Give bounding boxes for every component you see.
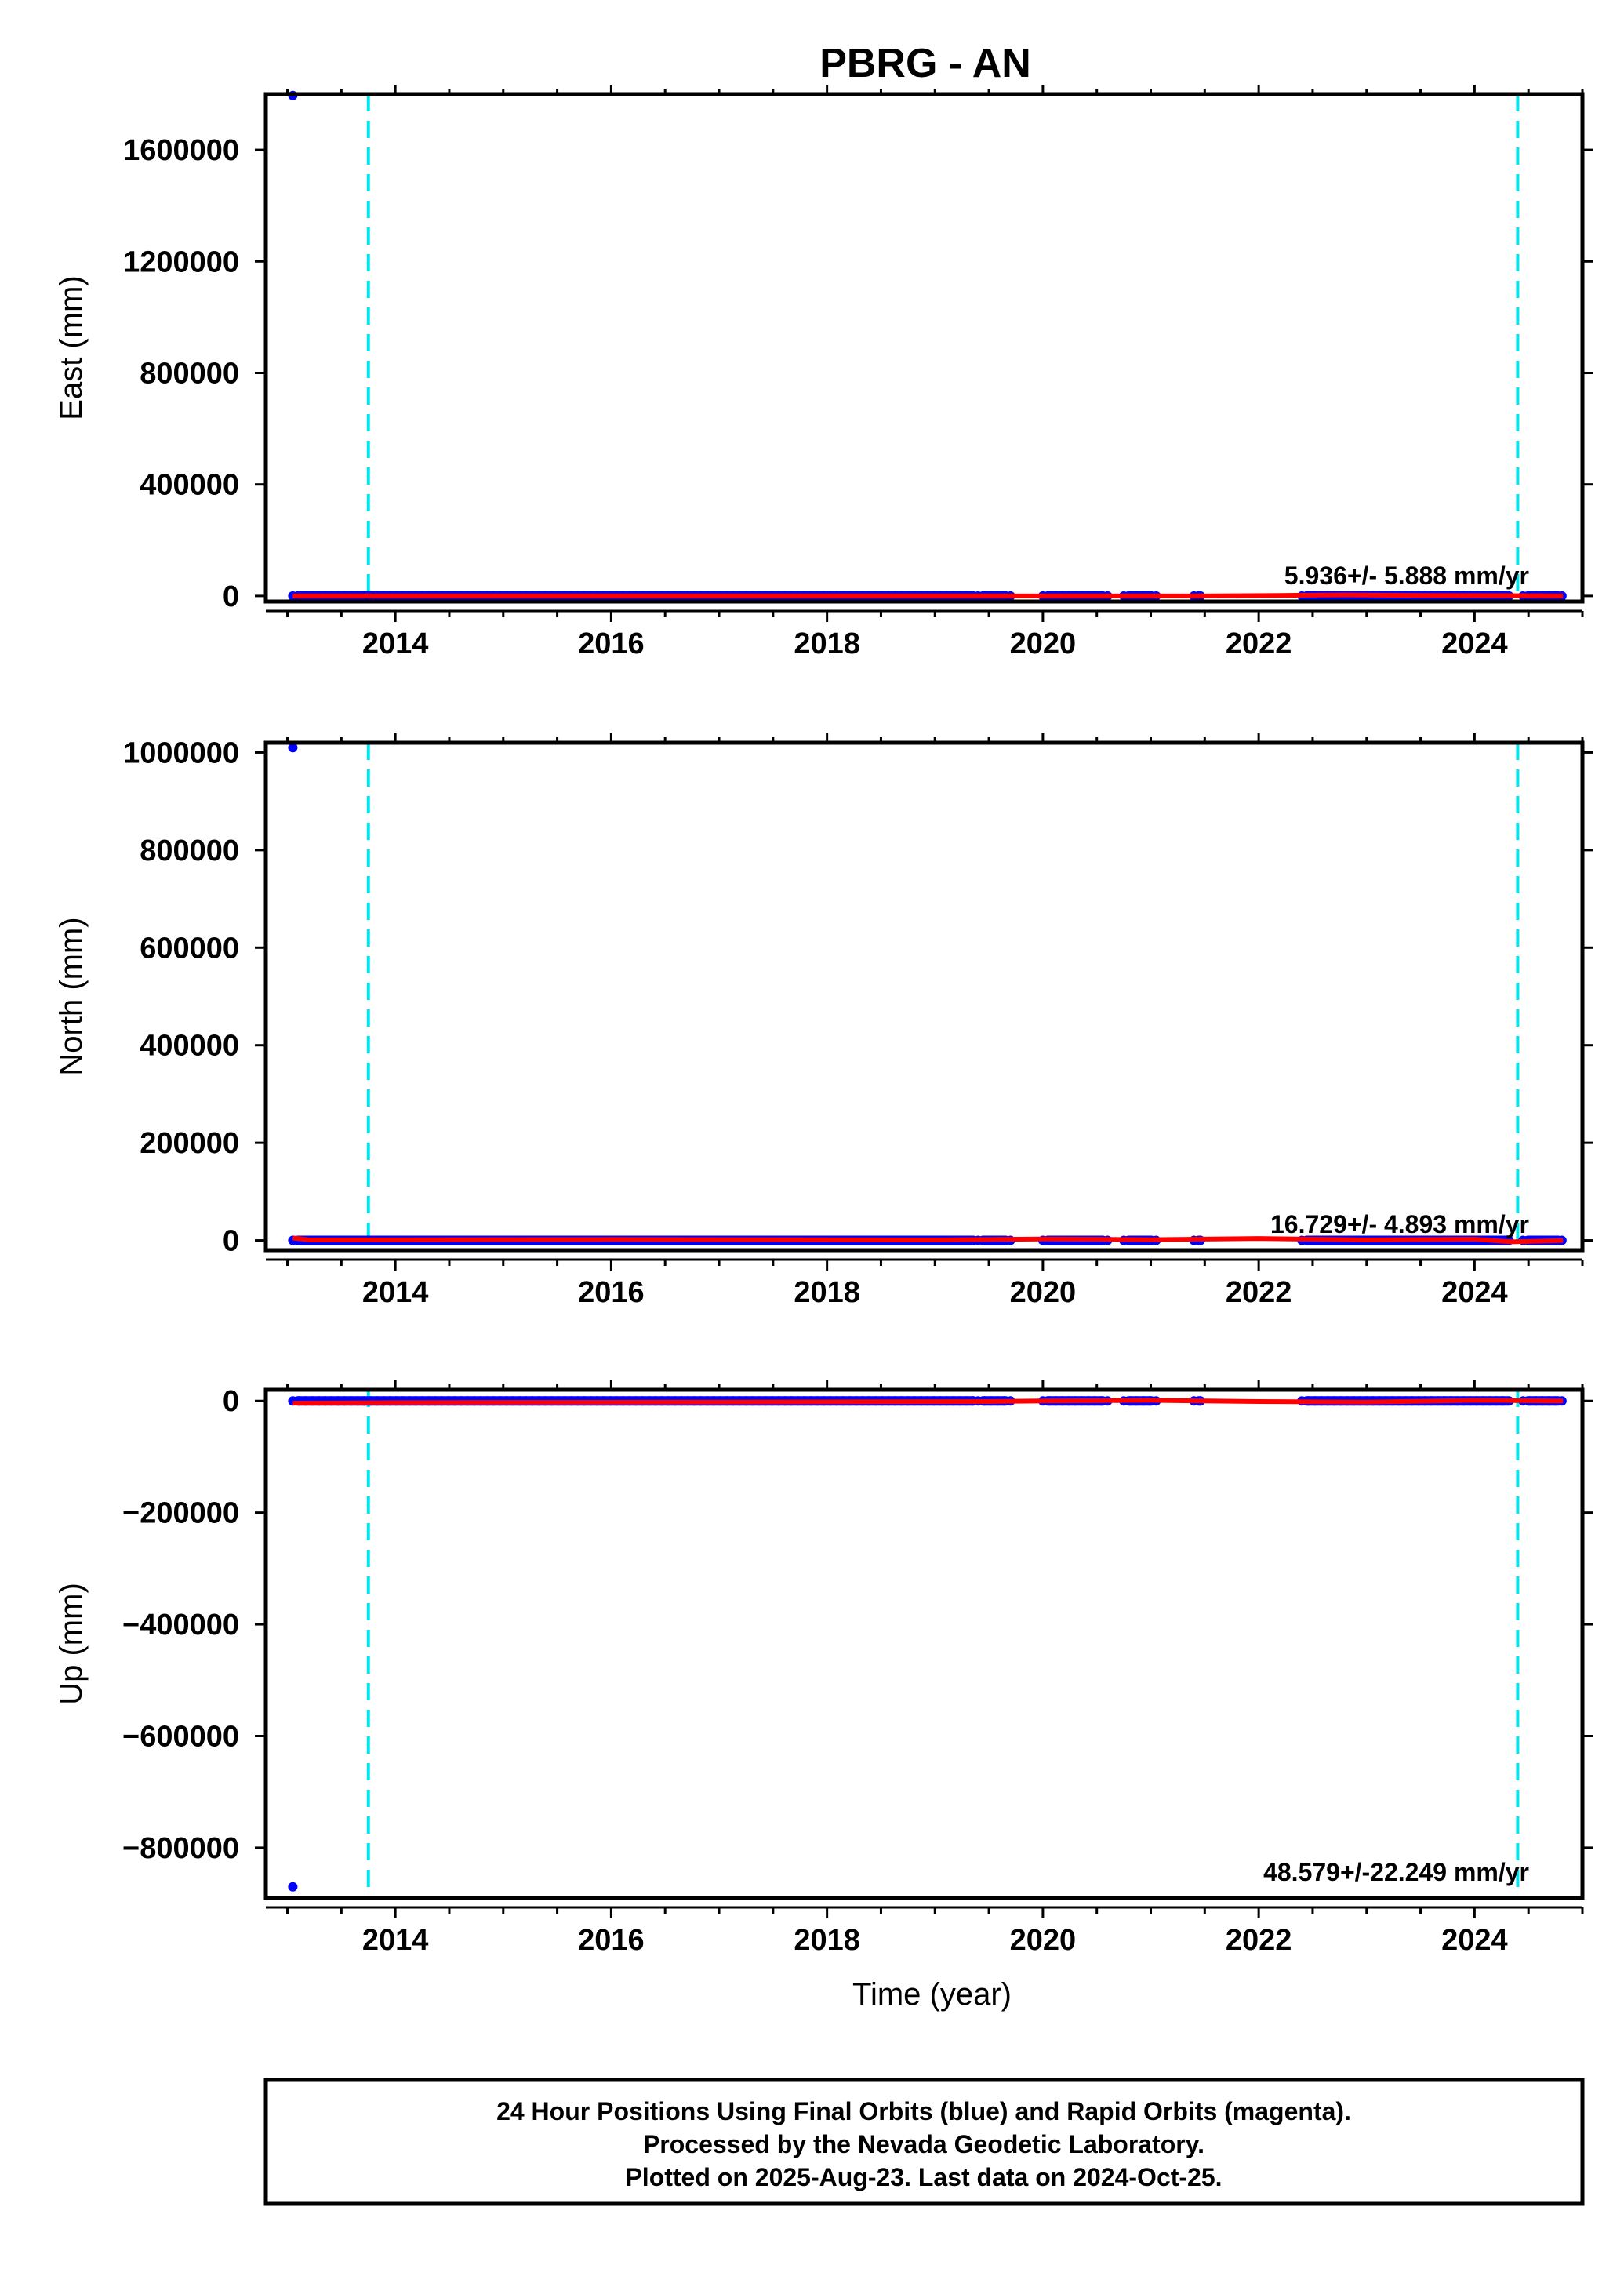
y-tick-label: 1200000 (123, 245, 239, 278)
y-tick-label: 0 (223, 1385, 239, 1418)
y-tick-label: 400000 (140, 1030, 239, 1063)
x-tick-label-2022: 2022 (1226, 1924, 1292, 1957)
y-tick-label: −400000 (122, 1609, 239, 1642)
x-tick-label-2024: 2024 (1441, 627, 1508, 660)
x-tick-label-2022: 2022 (1226, 1276, 1292, 1309)
y-tick-label: 1600000 (123, 134, 239, 167)
panel-1: 2014 2016 2018 2020 2022 2024 0 400000 800000 120… (54, 85, 1593, 660)
x-tick-label-2016: 2016 (578, 1276, 645, 1309)
x-tick-label-2020: 2020 (1010, 1924, 1077, 1957)
velocity-rate-label: 16.729+/- 4.893 mm/yr (1270, 1210, 1529, 1238)
plot-frame (263, 1387, 1585, 1900)
velocity-rate-label: 48.579+/-22.249 mm/yr (1263, 1858, 1529, 1886)
x-tick-label-2014: 2014 (362, 1276, 429, 1309)
y-tick-label: 800000 (140, 357, 239, 390)
y-tick-label: 0 (223, 580, 239, 613)
outlier-point-1 (288, 1882, 298, 1892)
chart-title: PBRG - AN (819, 41, 1031, 86)
y-axis-label: Up (mm) (54, 1583, 89, 1705)
x-tick-label-2024: 2024 (1441, 1924, 1508, 1957)
x-tick-label-2016: 2016 (578, 627, 645, 660)
x-tick-label-2024: 2024 (1441, 1276, 1508, 1309)
y-tick-label: −600000 (122, 1720, 239, 1753)
x-tick-label-2014: 2014 (362, 1924, 429, 1957)
velocity-rate-label: 5.936+/- 5.888 mm/yr (1284, 562, 1529, 590)
x-tick-label-2022: 2022 (1226, 627, 1292, 660)
y-tick-label: 1000000 (123, 736, 239, 769)
fit-line (292, 1398, 1564, 1406)
x-tick-label-2020: 2020 (1010, 1276, 1077, 1309)
x-tick-label-2018: 2018 (794, 1276, 860, 1309)
panels: 2014 2016 2018 2020 2022 2024 0 400000 800000 120… (54, 85, 1593, 2012)
y-tick-label: 800000 (140, 834, 239, 867)
caption-frame (263, 2078, 1585, 2206)
fit-line (292, 592, 1564, 598)
y-tick-label: 0 (223, 1225, 239, 1258)
x-tick-label-2018: 2018 (794, 627, 860, 660)
panel-3: 2014 2016 2018 2020 2022 2024 0 −200000 −400000 −… (54, 1380, 1593, 2012)
caption-line-1: 24 Hour Positions Using Final Orbits (bl… (496, 2097, 1351, 2125)
y-tick-label: −200000 (122, 1497, 239, 1530)
panel-2: 2014 2016 2018 2020 2022 2024 0 200000 400000 600… (54, 733, 1593, 1309)
x-tick-label-2014: 2014 (362, 627, 429, 660)
y-axis-label: East (mm) (54, 275, 89, 420)
y-tick-label: −800000 (122, 1832, 239, 1865)
caption-line-2: Processed by the Nevada Geodetic Laborat… (643, 2130, 1204, 2158)
plot-frame (263, 92, 1585, 604)
x-tick-label-2016: 2016 (578, 1924, 645, 1957)
fit-line (292, 1235, 1564, 1245)
y-tick-label: 600000 (140, 932, 239, 965)
x-tick-label-2018: 2018 (794, 1924, 860, 1957)
x-tick-label-2020: 2020 (1010, 627, 1077, 660)
y-axis-label: North (mm) (54, 917, 89, 1075)
plot-frame (263, 740, 1585, 1253)
caption-box: 24 Hour Positions Using Final Orbits (bl… (263, 2078, 1585, 2206)
outlier-point-1 (288, 743, 298, 753)
x-axis-label: Time (year) (852, 1977, 1012, 2012)
y-tick-label: 400000 (140, 469, 239, 502)
caption-line-3: Plotted on 2025-Aug-23. Last data on 202… (625, 2163, 1222, 2191)
y-tick-label: 200000 (140, 1127, 239, 1160)
